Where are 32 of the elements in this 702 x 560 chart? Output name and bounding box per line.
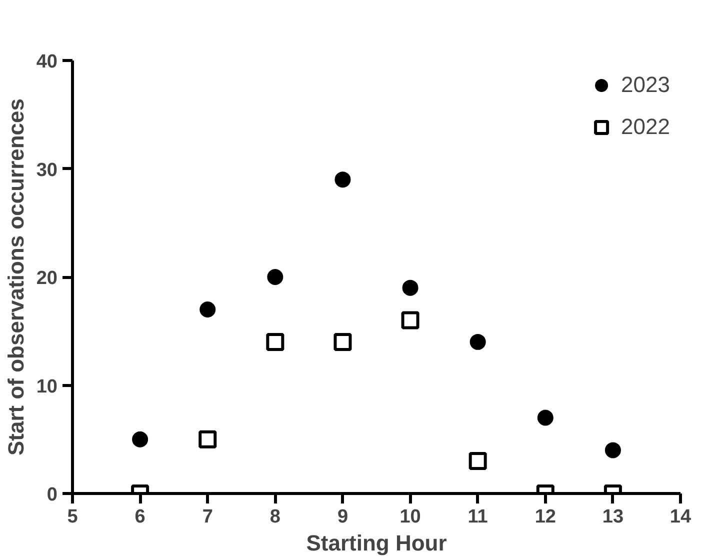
x-tick-label: 12: [534, 506, 556, 528]
y-tick-label: 0: [46, 484, 58, 506]
y-axis-title: Start of observations occurrences: [3, 98, 28, 456]
point: [266, 332, 284, 351]
y-tick-label: 40: [36, 52, 58, 72]
x-tick-label: 14: [670, 506, 692, 528]
point: [537, 410, 554, 426]
point: [468, 452, 487, 470]
y-tick-label: 30: [36, 160, 58, 181]
legend-label: 2023: [621, 72, 670, 98]
legend-label: 2022: [621, 114, 670, 140]
x-tick-label: 11: [468, 506, 488, 528]
point: [604, 442, 621, 458]
point: [198, 430, 217, 448]
point: [334, 172, 351, 188]
x-tick-label: 10: [400, 506, 421, 528]
point: [334, 332, 352, 351]
point: [267, 269, 284, 285]
x-tick-label: 6: [134, 506, 146, 528]
x-tick-label: 13: [602, 506, 624, 528]
y-tick-label: 20: [36, 268, 58, 289]
x-tick-label: 8: [270, 506, 280, 528]
y-tick-label: 10: [36, 376, 58, 398]
point: [402, 280, 418, 296]
x-tick-label: 9: [337, 506, 348, 528]
point: [132, 431, 148, 448]
point: [401, 311, 420, 330]
point: [200, 301, 216, 318]
point: [470, 334, 486, 350]
x-axis-title: Starting Hour: [306, 530, 448, 556]
x-tick-label: 5: [67, 506, 78, 528]
x-tick-label: 7: [202, 506, 213, 528]
